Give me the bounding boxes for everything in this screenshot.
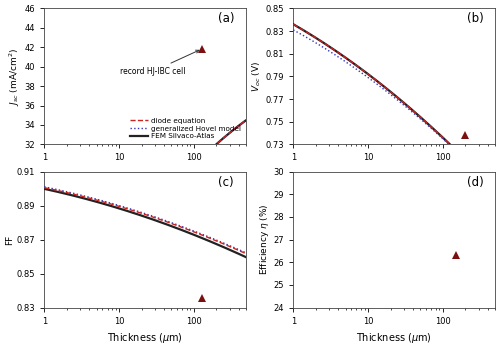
FEM Silvaco-Atlas	[121, 208, 127, 212]
FEM Silvaco-Atlas	[437, 133, 443, 137]
FEM Silvaco-Atlas	[107, 204, 113, 208]
Y-axis label: FF: FF	[5, 234, 14, 245]
FEM Silvaco-Atlas	[66, 193, 71, 197]
diode equation	[314, 37, 320, 41]
generalized Hovel model	[356, 69, 362, 73]
FEM Silvaco-Atlas	[188, 232, 194, 236]
diode equation	[370, 76, 376, 80]
generalized Hovel model	[418, 117, 424, 121]
Text: (c): (c)	[218, 176, 234, 189]
FEM Silvaco-Atlas	[290, 22, 296, 26]
Line: diode equation: diode equation	[44, 188, 246, 254]
generalized Hovel model	[370, 79, 376, 83]
Line: generalized Hovel model: generalized Hovel model	[294, 30, 495, 190]
generalized Hovel model	[188, 167, 194, 172]
diode equation	[188, 229, 194, 233]
diode equation	[121, 206, 127, 210]
Text: (b): (b)	[466, 13, 483, 26]
diode equation	[121, 261, 127, 265]
diode equation	[436, 132, 442, 136]
diode equation	[187, 228, 193, 232]
diode equation	[418, 115, 424, 119]
FEM Silvaco-Atlas	[187, 168, 193, 173]
FEM Silvaco-Atlas	[314, 37, 320, 41]
generalized Hovel model	[66, 190, 71, 194]
FEM Silvaco-Atlas	[243, 255, 249, 259]
X-axis label: Thickness ($\mu$m): Thickness ($\mu$m)	[356, 331, 432, 345]
diode equation	[243, 252, 249, 256]
Line: FEM Silvaco-Atlas: FEM Silvaco-Atlas	[294, 24, 495, 190]
diode equation	[107, 202, 113, 206]
FEM Silvaco-Atlas	[107, 287, 113, 291]
Line: diode equation: diode equation	[294, 24, 495, 190]
FEM Silvaco-Atlas	[187, 231, 193, 235]
generalized Hovel model	[42, 185, 48, 189]
generalized Hovel model	[107, 201, 113, 205]
FEM Silvaco-Atlas	[42, 187, 48, 191]
Text: (d): (d)	[466, 176, 483, 189]
Legend: diode equation, generalized Hovel model, FEM Silvaco-Atlas: diode equation, generalized Hovel model,…	[128, 116, 242, 141]
Line: FEM Silvaco-Atlas: FEM Silvaco-Atlas	[44, 189, 246, 257]
Line: diode equation: diode equation	[44, 120, 246, 350]
Line: FEM Silvaco-Atlas: FEM Silvaco-Atlas	[44, 120, 246, 350]
diode equation	[66, 191, 71, 195]
generalized Hovel model	[188, 228, 194, 232]
Line: generalized Hovel model: generalized Hovel model	[44, 187, 246, 253]
diode equation	[356, 65, 362, 70]
generalized Hovel model	[243, 118, 249, 122]
FEM Silvaco-Atlas	[492, 188, 498, 192]
generalized Hovel model	[436, 133, 442, 137]
FEM Silvaco-Atlas	[436, 132, 442, 136]
Y-axis label: $V_{oc}$ (V): $V_{oc}$ (V)	[250, 61, 263, 92]
FEM Silvaco-Atlas	[356, 65, 362, 70]
diode equation	[437, 133, 443, 137]
diode equation	[168, 190, 174, 195]
generalized Hovel model	[121, 205, 127, 209]
FEM Silvaco-Atlas	[168, 224, 174, 228]
generalized Hovel model	[492, 188, 498, 192]
FEM Silvaco-Atlas	[418, 115, 424, 119]
Line: generalized Hovel model: generalized Hovel model	[44, 120, 246, 350]
diode equation	[188, 167, 194, 172]
generalized Hovel model	[314, 42, 320, 46]
Y-axis label: Efficiency $\eta$ (%): Efficiency $\eta$ (%)	[258, 204, 271, 275]
diode equation	[42, 186, 48, 190]
Text: (a): (a)	[218, 13, 234, 26]
FEM Silvaco-Atlas	[188, 167, 194, 172]
diode equation	[243, 118, 249, 122]
diode equation	[492, 188, 498, 192]
diode equation	[107, 287, 113, 291]
generalized Hovel model	[187, 168, 193, 173]
X-axis label: Thickness ($\mu$m): Thickness ($\mu$m)	[108, 331, 183, 345]
Text: record HJ-IBC cell: record HJ-IBC cell	[120, 50, 199, 76]
generalized Hovel model	[168, 190, 174, 195]
generalized Hovel model	[290, 28, 296, 32]
generalized Hovel model	[437, 134, 443, 138]
FEM Silvaco-Atlas	[168, 190, 174, 195]
generalized Hovel model	[243, 251, 249, 255]
FEM Silvaco-Atlas	[370, 76, 376, 80]
diode equation	[168, 221, 174, 225]
generalized Hovel model	[168, 220, 174, 225]
diode equation	[187, 168, 193, 173]
generalized Hovel model	[121, 261, 127, 265]
Y-axis label: $J_{sc}$ (mA/cm$^2$): $J_{sc}$ (mA/cm$^2$)	[8, 47, 22, 105]
diode equation	[290, 22, 296, 26]
FEM Silvaco-Atlas	[121, 261, 127, 265]
generalized Hovel model	[107, 287, 113, 291]
FEM Silvaco-Atlas	[243, 118, 249, 122]
generalized Hovel model	[187, 228, 193, 232]
